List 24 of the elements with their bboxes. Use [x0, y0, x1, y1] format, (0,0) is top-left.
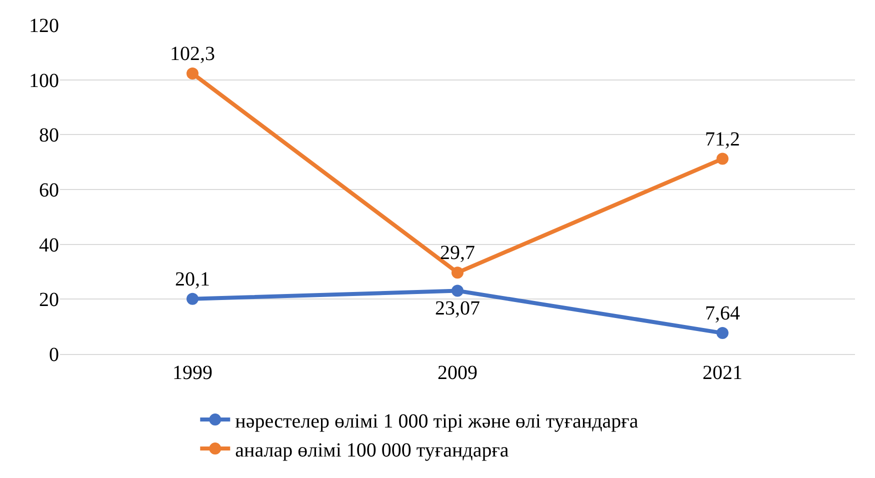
point — [186, 68, 198, 80]
y-tick-label: 80 — [39, 124, 59, 147]
data-label: 23,07 — [435, 297, 480, 320]
x-tick-label: 1999 — [172, 362, 212, 384]
point — [452, 266, 464, 279]
x-tick-label: 2021 — [702, 362, 742, 384]
data-label: 102,3 — [170, 43, 215, 66]
legend-label: аналар өлімі 100 000 туғандарға — [235, 439, 509, 462]
point — [716, 327, 728, 340]
x-tick-label: 2009 — [438, 362, 478, 384]
point — [452, 284, 464, 297]
y-tick-label: 40 — [39, 234, 59, 256]
point — [716, 152, 728, 165]
y-tick-label: 120 — [29, 15, 59, 37]
point — [186, 292, 198, 305]
data-label: 7,64 — [705, 302, 740, 325]
y-tick-label: 0 — [49, 344, 59, 366]
data-label: 29,7 — [440, 242, 475, 264]
y-tick-label: 60 — [39, 180, 59, 202]
y-tick-label: 20 — [39, 289, 59, 312]
data-label: 71,2 — [705, 128, 740, 150]
data-label: 20,1 — [175, 268, 210, 290]
y-tick-label: 100 — [29, 70, 59, 92]
legend-label: нәрестелер өлімі 1 000 тірі және өлі туғандарға — [235, 410, 638, 432]
